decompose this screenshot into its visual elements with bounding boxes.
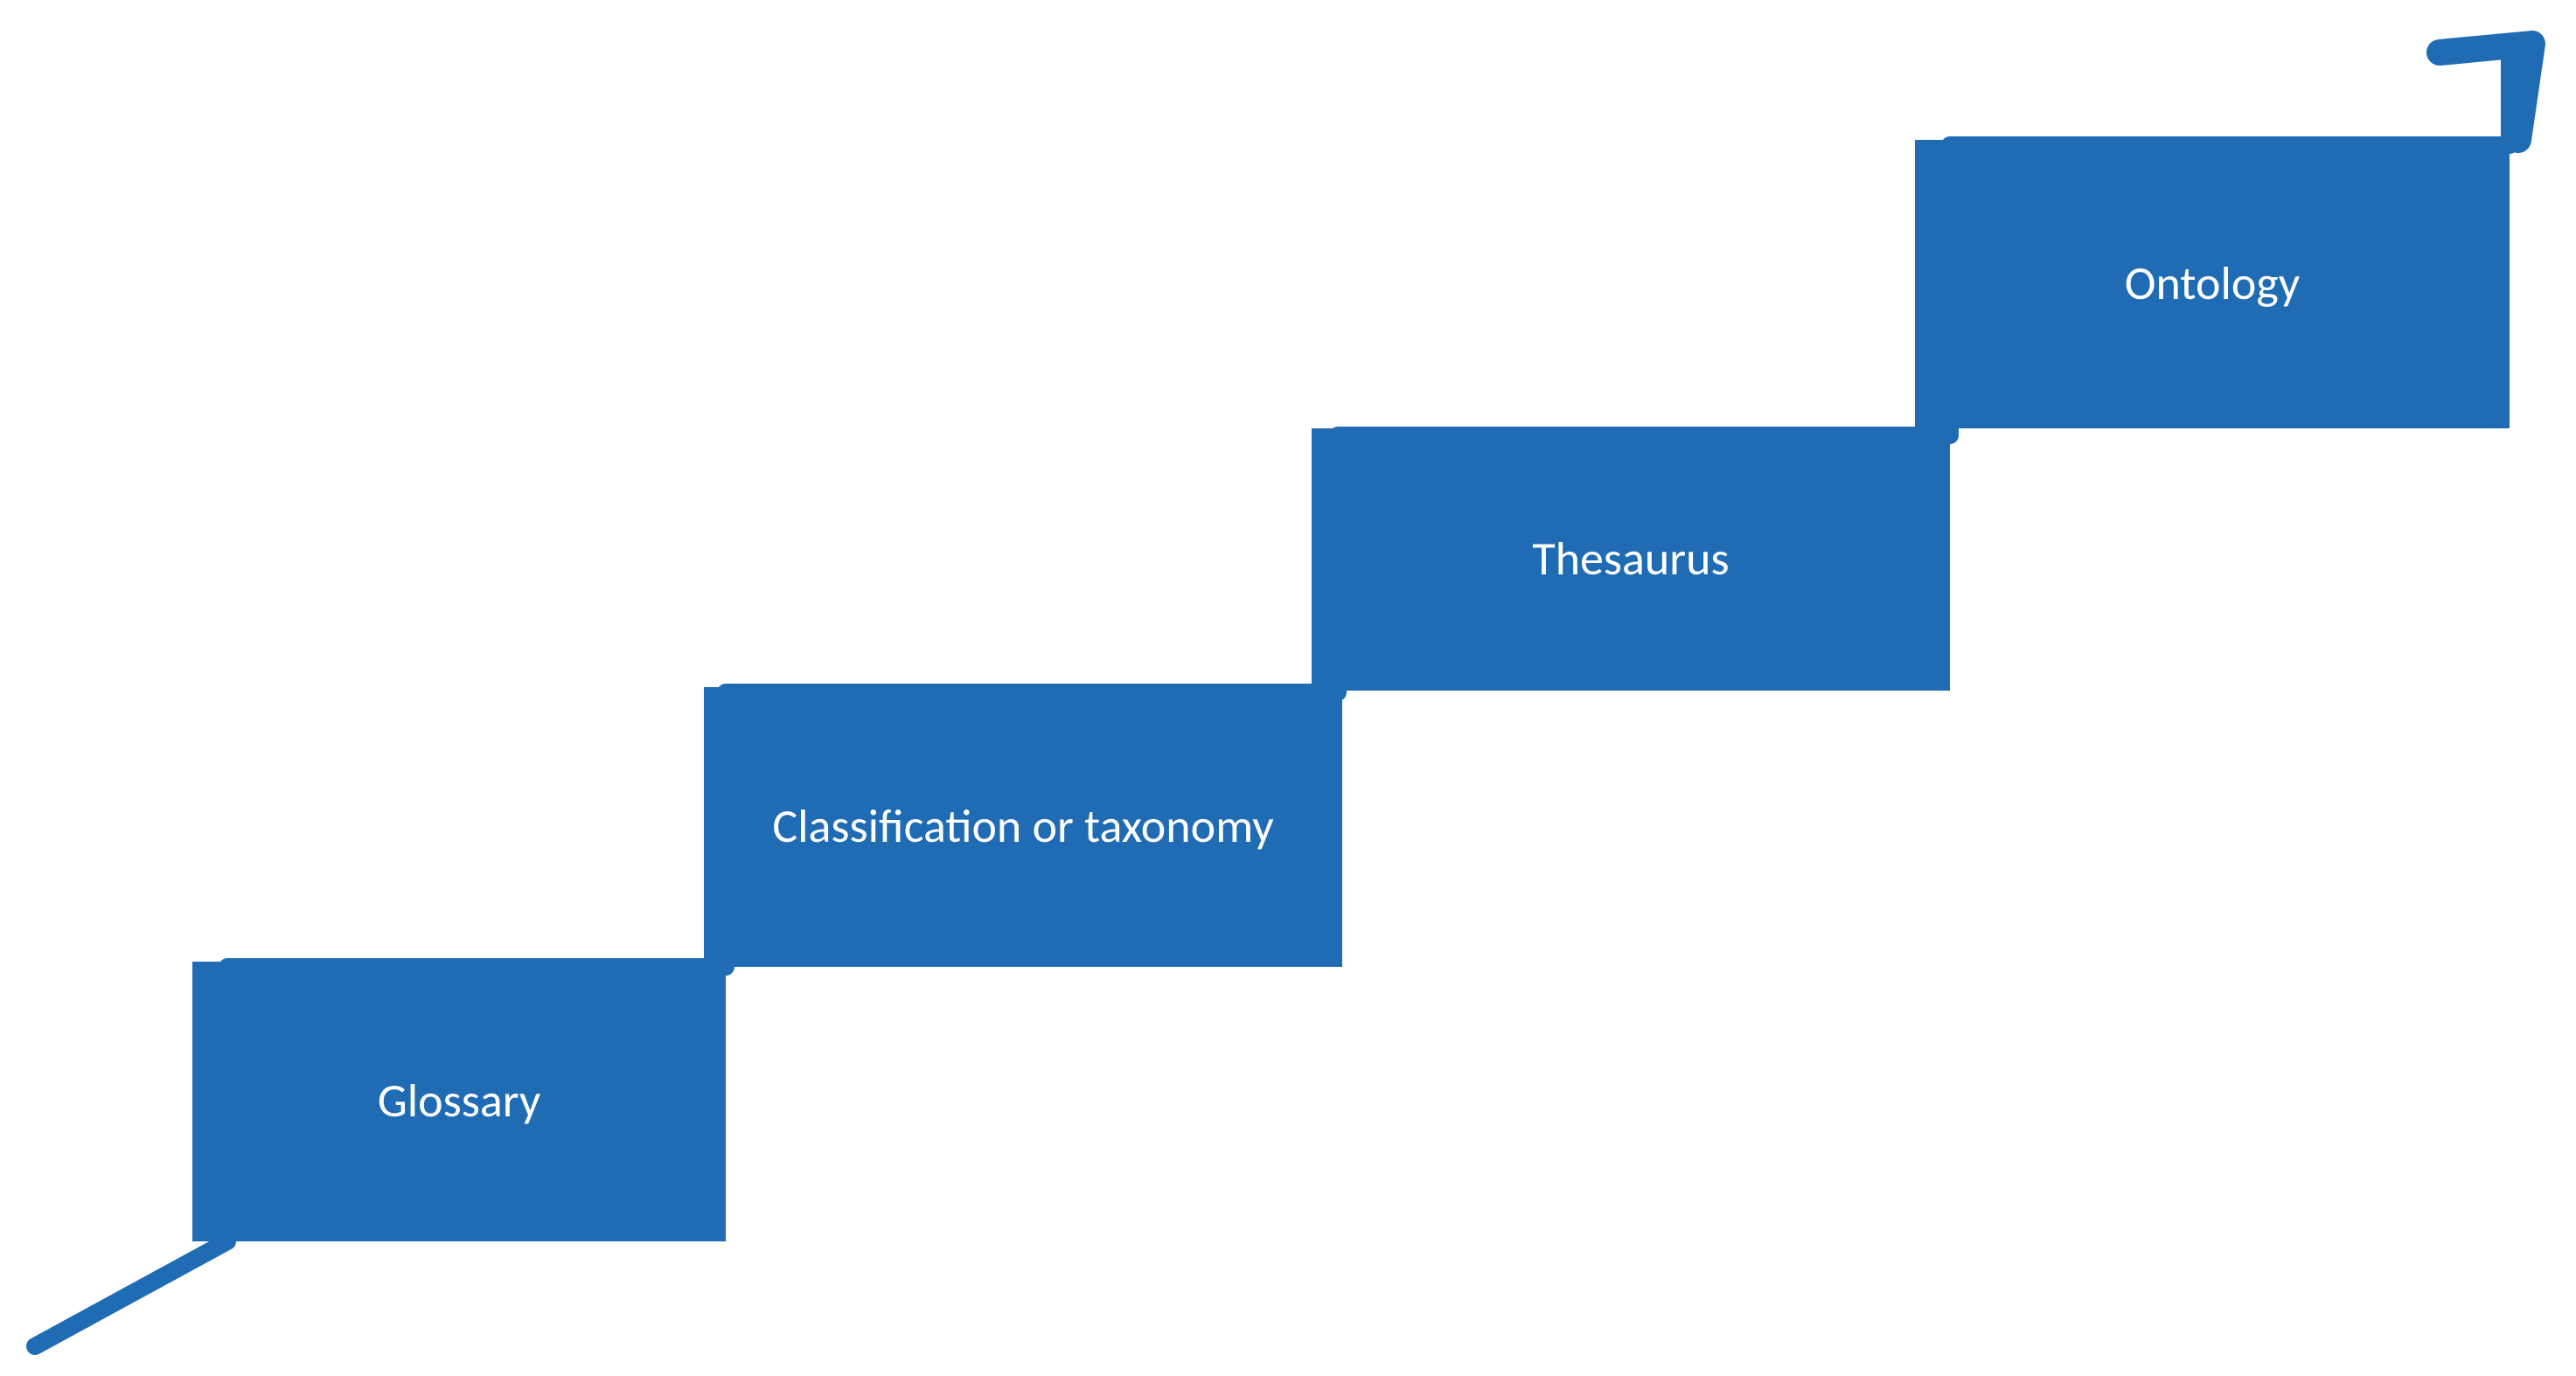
arrow-head-icon xyxy=(2440,44,2532,140)
step-label: Thesaurus xyxy=(1532,530,1729,589)
step-label: Glossary xyxy=(378,1072,541,1131)
step-thesaurus: Thesaurus xyxy=(1312,428,1950,691)
diagram-canvas: Glossary Classification or taxonomy Thes… xyxy=(0,0,2576,1376)
step-ontology: Ontology xyxy=(1915,140,2510,428)
step-label: Classification or taxonomy xyxy=(772,797,1273,857)
step-label: Ontology xyxy=(2125,254,2300,314)
step-classification: Classification or taxonomy xyxy=(704,687,1342,967)
step-glossary: Glossary xyxy=(192,962,726,1241)
